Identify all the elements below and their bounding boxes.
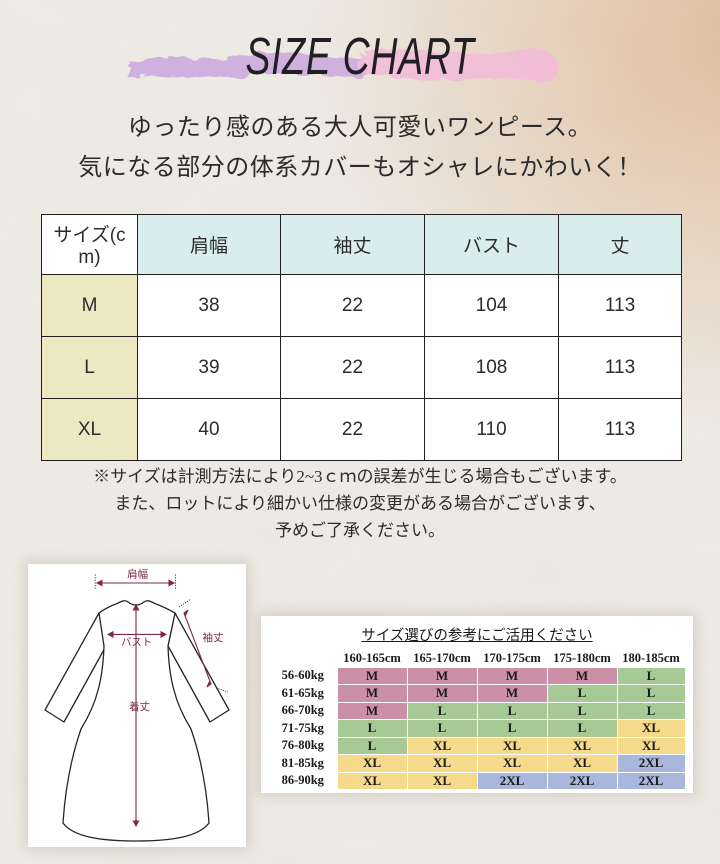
svg-text:着丈: 着丈 <box>129 700 150 713</box>
svg-text:肩幅: 肩幅 <box>127 568 148 581</box>
svg-text:バスト: バスト <box>121 637 153 649</box>
svg-text:袖丈: 袖丈 <box>203 631 224 644</box>
